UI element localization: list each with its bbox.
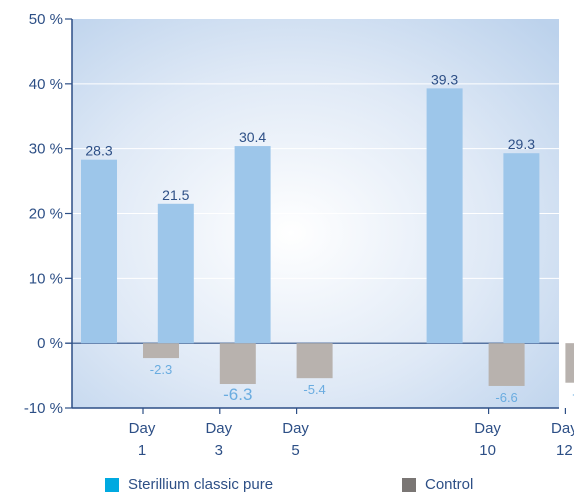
- y-tick-label: 20 %: [29, 206, 63, 223]
- bar-control: [143, 343, 179, 359]
- legend-item-sterillium: Sterillium classic pure: [105, 476, 273, 493]
- x-tick-label: 10: [479, 442, 496, 459]
- x-tick-label: Day: [474, 420, 501, 437]
- x-tick-label: 3: [215, 442, 223, 459]
- data-label-control: -2.3: [150, 362, 172, 377]
- data-label-sterillium: 28.3: [85, 143, 112, 159]
- legend-label-sterillium: Sterillium classic pure: [128, 476, 274, 493]
- bar-control: [296, 343, 333, 379]
- legend-item-control: Control: [402, 476, 473, 493]
- data-label-control: -5.4: [303, 382, 325, 397]
- data-label-sterillium: 29.3: [508, 136, 535, 152]
- gridlines: [72, 83, 559, 279]
- data-label-control: -6.6: [495, 390, 517, 405]
- data-label-sterillium: 30.4: [239, 129, 266, 145]
- x-tick-label: Day: [551, 420, 574, 437]
- legend-swatch-sterillium: [105, 477, 119, 492]
- x-tick-label: Day: [129, 420, 156, 437]
- data-label-sterillium: 39.3: [431, 71, 458, 87]
- y-tick-label: 10 %: [29, 270, 63, 287]
- y-axis: 50 % 40 % 30 % 20 % 10 % 0 % -10 %: [24, 11, 559, 417]
- legend-swatch-control: [402, 477, 416, 492]
- x-tick-label: 5: [291, 442, 299, 459]
- x-tick-label: Day: [205, 420, 232, 437]
- data-label-control: -6.1: [572, 387, 574, 402]
- bar-sterillium: [234, 146, 271, 344]
- data-label-control: -6.3: [223, 385, 252, 404]
- x-tick-label: 12: [556, 442, 573, 459]
- x-tick-label: Day: [282, 420, 309, 437]
- bar-sterillium: [157, 203, 194, 344]
- bar-control: [219, 343, 256, 385]
- x-tick-label: 1: [138, 442, 146, 459]
- bar-sterillium: [426, 88, 463, 344]
- bar-control: [488, 343, 525, 386]
- legend-label-control: Control: [425, 476, 474, 493]
- bar-sterillium: [503, 153, 540, 344]
- y-tick-label: 0 %: [37, 335, 63, 352]
- bar-sterillium: [81, 159, 117, 344]
- bars: 28.3 -2.3 21.5 -6.3 30.4 -5.4 39.3 -6.6 29.3 -6.1: [81, 71, 574, 405]
- y-tick-label: -10 %: [24, 400, 63, 417]
- y-tick-label: 50 %: [29, 11, 63, 28]
- y-tick-label: 30 %: [29, 141, 63, 158]
- bar-control: [565, 343, 574, 383]
- data-label-sterillium: 21.5: [162, 187, 189, 203]
- x-axis: Day 1 Day 3 Day 5 Day 10 Day 12: [129, 408, 574, 459]
- y-tick-label: 40 %: [29, 76, 63, 93]
